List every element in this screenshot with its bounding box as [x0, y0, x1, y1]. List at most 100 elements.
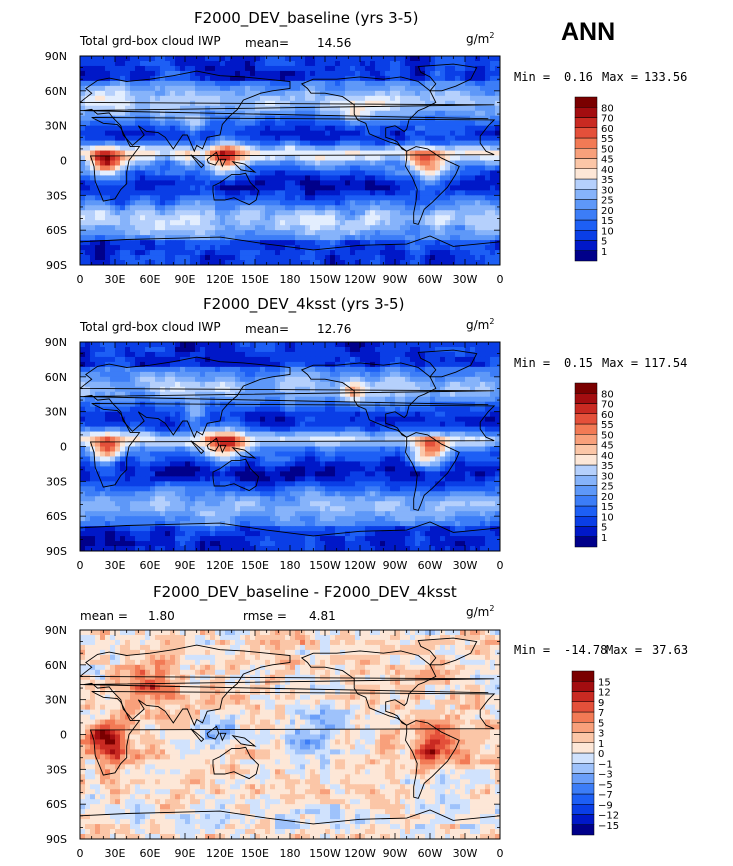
coastline — [300, 650, 437, 726]
colorbar-label: 5 — [598, 718, 604, 729]
panel3-min-value: -14.78 — [564, 643, 608, 657]
coastline — [417, 637, 478, 666]
colorbar-bin — [574, 137, 598, 149]
panel2-title: F2000_DEV_4ksst (yrs 3-5) — [203, 295, 405, 313]
panel2-max-label: Max = — [602, 356, 639, 370]
colorbar-bin — [574, 536, 598, 548]
y-tick-label: 30S — [46, 475, 67, 488]
coastline — [80, 809, 500, 825]
colorbar-bin — [574, 516, 598, 527]
x-tick-label: 120E — [206, 559, 234, 572]
panel3-max-value: 37.63 — [652, 643, 689, 657]
colorbar-label: 30 — [601, 471, 614, 482]
colorbar-bin — [574, 526, 598, 537]
coastline — [89, 403, 496, 488]
x-tick-label: 150W — [309, 559, 341, 572]
panel3-units: g/m2 — [466, 604, 495, 619]
colorbar-bin — [574, 199, 598, 210]
coastline — [190, 728, 205, 743]
colorbar-bin — [571, 783, 595, 795]
colorbar-label: −7 — [598, 790, 613, 801]
coastline — [206, 437, 220, 452]
panel2-mean-label: mean= — [245, 322, 290, 336]
colorbar-bin — [574, 382, 598, 394]
coastline — [219, 732, 227, 742]
x-tick-label: 90E — [175, 273, 196, 286]
coastline — [405, 432, 460, 511]
y-tick-label: 60S — [46, 798, 67, 811]
coastline — [231, 160, 257, 173]
x-tick-label: 60W — [418, 847, 443, 860]
x-tick-label: 120E — [206, 847, 234, 860]
panel1-variable: Total grd-box cloud IWP — [80, 34, 221, 48]
colorbar-bin — [571, 814, 595, 825]
colorbar-bin — [574, 413, 598, 425]
coastline — [417, 63, 478, 92]
coastline — [89, 691, 496, 776]
x-tick-label: 60W — [418, 273, 443, 286]
colorbar-label: 1 — [601, 247, 607, 258]
x-tick-label: 180 — [280, 847, 301, 860]
panel1-max-label: Max = — [602, 70, 639, 84]
colorbar-label: 25 — [601, 196, 614, 207]
y-tick-label: 30N — [45, 694, 67, 707]
x-tick-label: 180 — [280, 273, 301, 286]
map-panel-3: 0 30E 60E 90E 120E 150E 180 150W 120W 90W 60W 30W 09… — [45, 624, 504, 860]
x-tick-label: 150E — [241, 559, 269, 572]
colorbar-bin — [571, 711, 595, 723]
panel3-mean-value: 1.80 — [148, 609, 175, 623]
map-field-3 — [80, 630, 500, 839]
panel3-min-label: Min = — [514, 643, 551, 657]
panel3-title: F2000_DEV_baseline - F2000_DEV_4ksst — [153, 583, 457, 601]
season-label: ANN — [561, 18, 616, 46]
colorbar-label: −15 — [598, 821, 619, 832]
y-tick-label: 30S — [46, 763, 67, 776]
colorbar-label: 15 — [601, 502, 614, 513]
coastline — [206, 725, 220, 740]
colorbar-bin — [574, 403, 598, 414]
coastline — [405, 720, 460, 799]
coastline — [80, 521, 500, 537]
coastline — [80, 356, 495, 439]
map-panel-1: 0 30E 60E 90E 120E 150E 180 150W 120W 90W 60W 30W 09… — [45, 50, 504, 286]
y-tick-label: 90N — [45, 624, 67, 637]
x-tick-label: 0 — [497, 559, 504, 572]
colorbar-label: 55 — [601, 420, 614, 431]
colorbar-bin — [571, 773, 595, 784]
colorbar-bin — [574, 240, 598, 251]
x-tick-label: 90E — [175, 559, 196, 572]
colorbar-label: −12 — [598, 811, 619, 822]
colorbar-label: 40 — [601, 165, 614, 176]
panel3-rmse-value: 4.81 — [309, 609, 336, 623]
panel2-variable: Total grd-box cloud IWP — [80, 320, 221, 334]
y-tick-label: 60N — [45, 85, 67, 98]
panel1-units: g/m2 — [466, 31, 495, 46]
coastline — [89, 117, 496, 202]
coastline — [212, 172, 259, 206]
x-tick-label: 150E — [241, 273, 269, 286]
colorbar-bin — [574, 434, 598, 445]
y-tick-label: 0 — [60, 441, 67, 454]
colorbar-label: 5 — [601, 523, 607, 534]
colorbar-label: 10 — [601, 512, 614, 523]
colorbar-label: 15 — [598, 677, 611, 688]
colorbar-bin — [574, 107, 598, 118]
panel1-title: F2000_DEV_baseline (yrs 3-5) — [194, 9, 419, 27]
panel1-mean-label: mean= — [245, 36, 290, 50]
coastline — [80, 70, 495, 153]
panel3-max-label: Max = — [606, 643, 643, 657]
coastline — [80, 235, 500, 251]
x-tick-label: 150E — [241, 847, 269, 860]
colorbar-label: 45 — [601, 441, 614, 452]
colorbar-label: 9 — [598, 698, 604, 709]
colorbar-bin — [571, 793, 595, 805]
coastline — [405, 146, 460, 225]
colorbar-label: 35 — [601, 175, 614, 186]
colorbar-label: 3 — [598, 729, 604, 740]
x-tick-label: 30W — [453, 847, 478, 860]
x-tick-label: 150W — [309, 847, 341, 860]
map-field-1 — [80, 56, 500, 265]
y-tick-label: 90N — [45, 50, 67, 63]
